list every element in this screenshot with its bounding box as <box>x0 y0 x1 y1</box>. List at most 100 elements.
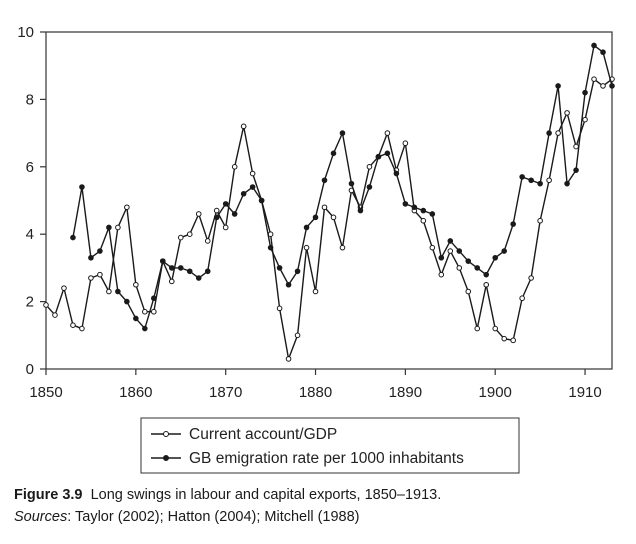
point-current-account <box>474 325 481 332</box>
point-current-account <box>249 170 256 177</box>
point-emigration <box>384 150 391 157</box>
legend-marker <box>163 455 169 461</box>
x-tick-label: 1860 <box>119 384 152 401</box>
point-emigration <box>591 42 597 49</box>
point-emigration <box>258 197 265 204</box>
legend-box <box>140 417 520 474</box>
point-current-account <box>582 116 588 123</box>
point-emigration <box>249 184 256 190</box>
series-line-current-account <box>45 78 613 360</box>
x-tick-label: 1900 <box>479 384 512 401</box>
point-current-account <box>330 214 337 221</box>
point-current-account <box>519 295 525 302</box>
point-current-account <box>591 76 597 82</box>
point-emigration <box>124 298 130 305</box>
caption-sources-line: Sources: Taylor (2002); Hatton (2004); M… <box>14 506 624 528</box>
point-emigration <box>447 238 454 244</box>
point-emigration <box>609 83 615 89</box>
point-current-account <box>142 308 148 315</box>
point-current-account <box>564 110 570 116</box>
x-tick-label: 1890 <box>389 384 422 401</box>
legend-marker <box>163 431 169 437</box>
point-emigration <box>555 83 561 89</box>
point-current-account <box>537 217 543 224</box>
chart: 1850 1860 1870 1880 1890 1900 1910 0 2 4 6 8 10 Curr… <box>17 24 615 474</box>
point-current-account <box>79 325 85 332</box>
point-current-account <box>285 356 292 362</box>
point-emigration <box>429 211 436 217</box>
point-current-account <box>204 238 211 244</box>
point-current-account <box>303 244 310 251</box>
point-emigration <box>186 268 193 275</box>
point-emigration <box>276 265 283 271</box>
point-current-account <box>115 224 121 231</box>
point-current-account <box>321 204 328 211</box>
point-emigration <box>573 167 579 173</box>
point-current-account <box>600 83 606 89</box>
point-current-account <box>573 143 579 150</box>
point-emigration <box>402 201 409 207</box>
point-emigration <box>142 325 148 332</box>
point-emigration <box>564 180 570 187</box>
plot-frame <box>45 31 613 370</box>
point-emigration <box>420 207 427 214</box>
point-emigration <box>222 201 229 207</box>
caption-title-line: Figure 3.9 Long swings in labour and cap… <box>14 484 624 506</box>
point-emigration <box>195 275 202 281</box>
point-emigration <box>348 180 355 187</box>
point-current-account <box>555 130 561 136</box>
point-current-account <box>429 244 436 251</box>
point-emigration <box>312 214 319 221</box>
point-current-account <box>106 288 112 295</box>
figure-caption: Figure 3.9 Long swings in labour and cap… <box>14 484 624 528</box>
point-emigration <box>115 288 121 295</box>
point-current-account <box>88 275 94 281</box>
point-emigration <box>438 254 445 261</box>
point-emigration <box>168 265 175 271</box>
point-current-account <box>168 278 175 285</box>
point-emigration <box>375 153 382 160</box>
point-emigration <box>330 150 337 157</box>
point-current-account <box>339 244 346 251</box>
figure-label: Figure 3.9 <box>14 487 83 503</box>
point-emigration <box>519 174 525 180</box>
point-emigration <box>483 271 490 278</box>
point-emigration <box>393 170 400 177</box>
point-emigration <box>204 268 211 275</box>
point-emigration <box>411 204 418 211</box>
point-current-account <box>510 337 516 344</box>
point-emigration <box>339 130 346 136</box>
point-emigration <box>366 184 373 190</box>
point-emigration <box>321 177 328 184</box>
point-current-account <box>528 275 534 281</box>
point-emigration <box>106 224 112 231</box>
point-current-account <box>186 231 193 237</box>
point-emigration <box>88 254 94 261</box>
point-emigration <box>231 211 238 217</box>
point-emigration <box>79 184 85 190</box>
x-tick-label: 1910 <box>568 384 601 401</box>
point-emigration <box>546 130 552 136</box>
y-tick-label: 0 <box>26 361 34 378</box>
point-current-account <box>366 164 373 170</box>
point-current-account <box>61 285 67 291</box>
point-current-account <box>231 164 238 170</box>
point-emigration <box>285 281 292 288</box>
point-emigration <box>474 265 481 271</box>
point-current-account <box>312 288 319 295</box>
point-emigration <box>159 258 166 264</box>
point-current-account <box>294 332 301 339</box>
point-current-account <box>456 265 463 271</box>
point-current-account <box>402 140 409 147</box>
point-current-account <box>124 204 130 211</box>
y-tick-label: 2 <box>26 294 34 311</box>
figure-title: Long swings in labour and capital export… <box>90 487 442 503</box>
point-current-account <box>276 305 283 312</box>
sources-label: Sources <box>14 509 68 525</box>
point-emigration <box>177 265 184 271</box>
y-tick-label: 8 <box>26 91 34 108</box>
point-current-account <box>213 207 220 214</box>
point-current-account <box>133 281 139 288</box>
point-emigration <box>133 315 139 322</box>
point-current-account <box>97 271 103 278</box>
